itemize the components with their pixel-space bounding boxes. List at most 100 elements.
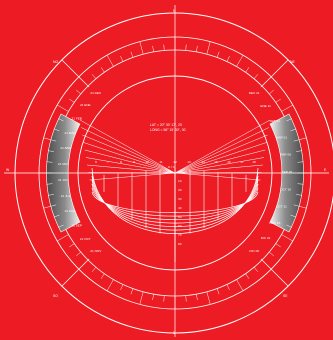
altitude-label: 40 (178, 206, 182, 210)
altitude-label: 50 (178, 215, 182, 219)
altitude-label: 30 (178, 197, 182, 201)
sun-ray (83, 142, 176, 174)
date-tick (43, 204, 57, 209)
center-label: 0 = 0 (168, 165, 175, 169)
date-tick (206, 291, 211, 305)
date-tick (253, 74, 259, 79)
date-tick (152, 45, 154, 52)
date-tick (281, 104, 293, 112)
hour-label: 17 (240, 160, 244, 164)
sun-ray (82, 134, 176, 174)
date-tick (120, 284, 124, 291)
hour-label: 18 (252, 160, 256, 164)
sun-ray (81, 127, 176, 174)
date-tick (297, 183, 304, 185)
date-tick (69, 98, 75, 103)
date-tick (163, 44, 165, 51)
sun-ray (174, 142, 267, 174)
date-label: 21 MAY (58, 162, 69, 166)
date-label: FEB 01 (270, 119, 281, 123)
date-tick (139, 41, 144, 55)
latitude-label: LAT = 20° 30' 17", 25 (150, 123, 182, 127)
date-tick (130, 51, 134, 58)
date-label: 21 FEB (72, 116, 82, 120)
date-tick (281, 234, 293, 242)
longitude-label: LONG = 56° 15' 30", 30 (150, 128, 186, 132)
left-date-labels: 21 DEC 21 ENE 21 FEB 21 MAR 21 ABR 21 MAY 21 J… (58, 91, 102, 253)
labels: LAT = 20° 30' 17", 25 LONG = 56° 15' 30"… (6, 9, 327, 335)
date-label: 21 OCT (80, 237, 91, 241)
date-tick (296, 194, 303, 196)
date-tick (57, 234, 69, 242)
date-tick (293, 204, 307, 209)
date-tick (43, 137, 57, 142)
date-tick (269, 251, 274, 257)
south-label: S (173, 331, 176, 335)
hour-label: 13 (187, 160, 191, 164)
date-tick (275, 243, 281, 248)
altitude-label: 20 (178, 188, 182, 192)
date-tick (91, 267, 97, 272)
date-label: OCT 31 (276, 205, 287, 209)
date-tick (261, 76, 272, 87)
date-tick (53, 214, 60, 218)
altitude-label: 60 (178, 224, 182, 228)
date-tick (152, 294, 154, 301)
date-label: 21 DEC (90, 91, 102, 95)
date-label: 21 ENE (80, 103, 91, 107)
date-tick (76, 89, 81, 95)
hour-label: 9 (133, 160, 135, 164)
date-tick (216, 288, 220, 295)
altitude-labels: 10 20 30 40 50 60 70 80 (178, 179, 182, 246)
date-tick (100, 273, 105, 279)
date-tick (296, 150, 303, 152)
ne-label: NE (290, 60, 295, 64)
altitude-label: 70 (178, 233, 182, 237)
date-tick (100, 67, 105, 73)
hour-label: 12 (173, 160, 177, 164)
date-tick (57, 118, 64, 122)
hour-label: 10 (145, 160, 149, 164)
date-label: ABR 06 (280, 153, 291, 157)
date-tick (163, 295, 165, 302)
right-date-labels: DEC 21 ENE 11 FEB 01 MAR 01 ABR 06 SEP 26 OCT … (249, 91, 293, 253)
sun-ray (87, 164, 176, 174)
date-tick (290, 214, 297, 218)
sun-ray (174, 149, 266, 174)
date-tick (236, 55, 244, 67)
sun-ray (174, 127, 269, 174)
hour-label: 7 (107, 160, 109, 164)
date-tick (290, 128, 297, 132)
date-label: OCT 16 (280, 188, 291, 192)
date-tick (57, 104, 69, 112)
date-tick (106, 55, 114, 67)
date-label: MAR 01 (276, 135, 287, 139)
date-tick (286, 118, 293, 122)
sun-path-mesh (91, 167, 259, 262)
date-tick (196, 45, 198, 52)
hour-label: 16 (227, 160, 231, 164)
east-label: E (324, 168, 327, 172)
date-tick (261, 259, 272, 270)
sun-ray (174, 134, 268, 174)
sun-ray (174, 164, 263, 174)
se-label: SE (283, 294, 288, 298)
date-tick (78, 259, 89, 270)
date-tick (53, 128, 60, 132)
date-tick (216, 51, 220, 58)
hour-label: 11 (159, 160, 162, 164)
west-label: W (6, 168, 10, 172)
altitude-label: 10 (178, 179, 182, 183)
date-tick (236, 279, 244, 291)
date-tick (57, 224, 64, 228)
nw-label: NO (53, 60, 58, 64)
date-tick (275, 98, 281, 103)
date-label: DIC 01 (261, 236, 271, 240)
date-tick (130, 288, 134, 295)
hour-label: 6 (95, 160, 97, 164)
date-tick (253, 267, 259, 272)
sun-ray (174, 119, 271, 174)
date-label: 21 NOV (90, 249, 102, 253)
date-tick (76, 251, 81, 257)
